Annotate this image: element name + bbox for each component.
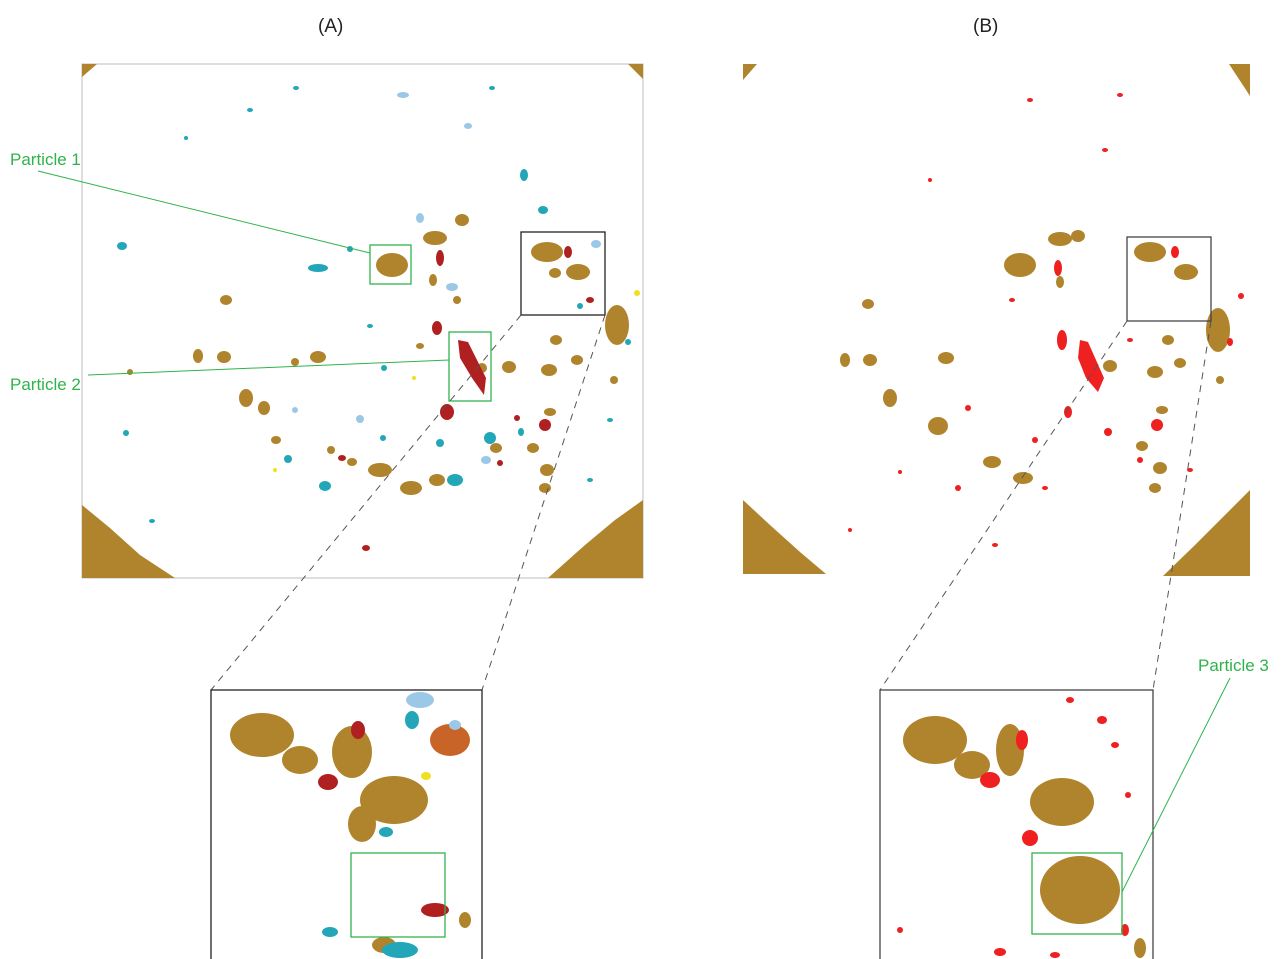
gold-particles <box>127 214 629 495</box>
particle-1-box <box>369 244 412 285</box>
inset-a <box>210 689 483 959</box>
gold-particles-b <box>840 230 1230 493</box>
inset-a-highlight-box <box>350 852 446 938</box>
inset-b <box>879 689 1154 959</box>
zoom-region-a <box>520 231 606 316</box>
particle-3-callout: Particle 3 <box>1198 656 1269 675</box>
zoom-region-b <box>1126 236 1212 322</box>
teal-particles <box>117 86 631 523</box>
red-particles-b <box>848 93 1244 547</box>
zoom-line-b-right <box>1152 320 1212 691</box>
particle-2-leader <box>87 359 450 376</box>
particle-3-box <box>1031 852 1123 935</box>
panel-a-image <box>81 63 644 579</box>
zoom-line-a-left <box>210 314 522 691</box>
particle-1-leader <box>37 170 371 254</box>
particle-1-callout: Particle 1 <box>10 150 81 169</box>
zoom-line-b-left <box>879 320 1128 691</box>
particle-2-callout: Particle 2 <box>10 375 81 394</box>
zoom-line-a-right <box>481 314 606 691</box>
yellow-particles <box>273 290 640 472</box>
particle-2-box <box>448 331 492 402</box>
panel-b-image <box>743 64 1250 578</box>
panel-a-label: (A) <box>318 16 344 37</box>
particle-3-leader <box>1121 677 1231 893</box>
light-blue-particles <box>292 92 601 464</box>
panel-b-label: (B) <box>973 16 999 37</box>
